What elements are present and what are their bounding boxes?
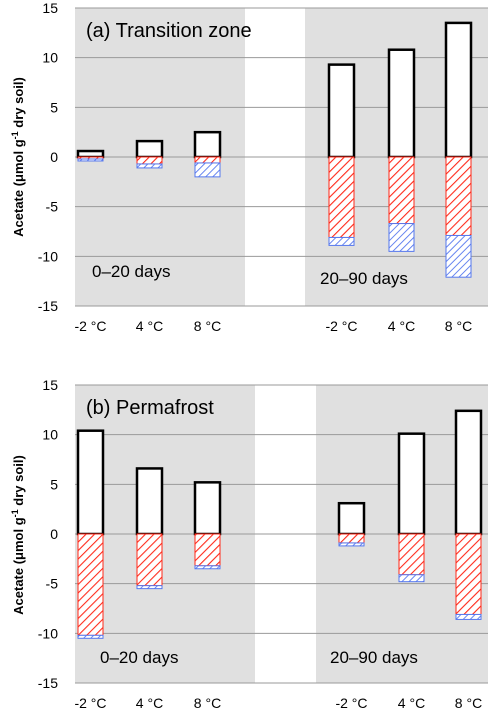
bar-consumption-blue [398, 574, 425, 583]
y-tick-label: 5 [50, 476, 58, 492]
bar-consumption-red [445, 156, 472, 236]
bar-production [135, 467, 164, 536]
category-label: 4 °C [398, 695, 425, 711]
y-tick-label: 15 [42, 0, 58, 16]
bar-consumption-blue [338, 542, 365, 547]
category-label: 8 °C [455, 695, 482, 711]
category-label: -2 °C [325, 318, 357, 334]
bar-consumption-red [455, 533, 482, 615]
bar-consumption-blue [77, 158, 104, 162]
bar-consumption-blue [77, 634, 104, 639]
category-label: 4 °C [136, 318, 163, 334]
category-label: -2 °C [74, 695, 106, 711]
bar-production [76, 429, 105, 536]
period-label-late: 20–90 days [320, 269, 408, 288]
bar-consumption-blue [445, 234, 472, 278]
bar-consumption-blue [194, 162, 221, 178]
bar-consumption-blue [194, 565, 221, 570]
bar-production [387, 48, 416, 159]
y-tick-label: 0 [50, 149, 58, 165]
period-label-early: 0–20 days [92, 262, 170, 281]
y-tick-label: 0 [50, 526, 58, 542]
bar-production [327, 63, 356, 159]
bar-consumption-blue [455, 613, 482, 620]
bar-production [76, 149, 105, 159]
panel-title: (b) Permafrost [86, 397, 214, 419]
panel-transition-zone: -15 -10 -5 0 5 10 15 -2 °C 4 °C 8 °C -2 °C 4 °C 8 °… [10, 0, 488, 334]
category-label: 8 °C [194, 695, 221, 711]
y-tick-label: -15 [38, 298, 58, 314]
category-label: 4 °C [136, 695, 163, 711]
category-label: 4 °C [388, 318, 415, 334]
y-axis-label: Acetate (μmol g-1 dry soil) [10, 77, 26, 237]
bar-production [193, 481, 222, 536]
bar-production [337, 501, 366, 536]
y-tick-label: -5 [46, 199, 59, 215]
y-tick-label: 15 [42, 377, 58, 393]
period-label-late: 20–90 days [330, 648, 418, 667]
bar-consumption-red [194, 533, 221, 567]
bar-production [193, 130, 222, 159]
bar-consumption-red [398, 533, 425, 576]
bar-production [444, 21, 473, 159]
y-tick-label: -15 [38, 675, 58, 691]
bar-production [454, 409, 483, 536]
bar-consumption-red [136, 533, 163, 587]
y-tick-label: 5 [50, 99, 58, 115]
bar-consumption-red [194, 156, 221, 164]
y-tick-label: 10 [42, 50, 58, 66]
bar-consumption-red [136, 156, 163, 165]
bar-consumption-blue [328, 236, 355, 246]
bar-consumption-red [328, 156, 355, 238]
panel-title: (a) Transition zone [86, 20, 252, 42]
bar-consumption-blue [136, 585, 163, 590]
bar-consumption-red [77, 533, 104, 636]
bar-consumption-red [388, 156, 415, 225]
y-axis-label: Acetate (μmol g-1 dry soil) [10, 455, 26, 615]
y-tick-label: 10 [42, 427, 58, 443]
panel-permafrost: -15 -10 -5 0 5 10 15 -2 °C 4 °C 8 °C -2 °C 4 °C 8 °… [10, 377, 488, 711]
bar-consumption-blue [388, 223, 415, 252]
y-tick-label: -10 [38, 248, 58, 264]
period-label-early: 0–20 days [100, 648, 178, 667]
bar-production [135, 139, 164, 159]
category-label: -2 °C [74, 318, 106, 334]
y-tick-label: -10 [38, 625, 58, 641]
bar-consumption-red [338, 533, 365, 544]
bar-consumption-blue [136, 163, 163, 169]
category-label: 8 °C [445, 318, 472, 334]
y-tick-label: -5 [46, 576, 59, 592]
category-label: -2 °C [335, 695, 367, 711]
category-label: 8 °C [194, 318, 221, 334]
bar-production [397, 432, 426, 536]
